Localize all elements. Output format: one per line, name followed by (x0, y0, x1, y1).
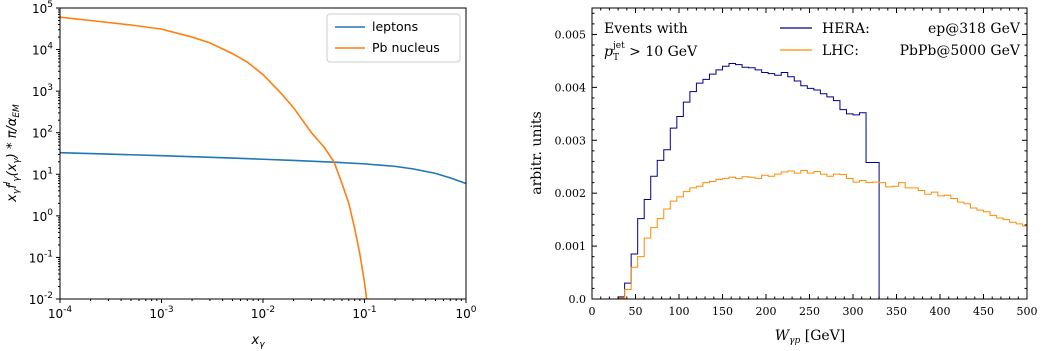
right-x-tick-label: 400 (930, 305, 951, 318)
right-series-step-lhc (592, 169, 1027, 300)
left-series-layer (59, 16, 467, 300)
right-y-tick-label: 0.004 (555, 81, 587, 94)
right-y-tick-label: 0.001 (555, 240, 587, 253)
left-legend: leptons Pb nucleus (326, 13, 461, 63)
left-x-tick-label: 10-4 (48, 305, 73, 321)
right-x-tick-label: 50 (629, 305, 643, 318)
right-x-tick-label: 450 (973, 305, 994, 318)
right-x-tick-label: 300 (843, 305, 864, 318)
right-y-axis-label: arbitr. units (529, 111, 545, 194)
left-y-tick-label: 10-2 (29, 291, 53, 307)
left-y-tick-label: 103 (32, 83, 53, 99)
right-y-tick-label: 0.003 (555, 134, 587, 147)
right-series-step-hera (592, 63, 886, 300)
right-x-tick-label: 0 (589, 305, 596, 318)
left-x-tick-label: 10-2 (251, 305, 275, 321)
right-x-tick-label: 150 (712, 305, 733, 318)
legend-label-pb-nucleus: Pb nucleus (372, 40, 440, 55)
legend-label-lhc-detail: PbPb@5000 GeV (900, 43, 1021, 59)
left-y-tick-label: 105 (32, 0, 53, 16)
legend-label-leptons: leptons (372, 19, 418, 34)
left-x-axis-label: xγ (250, 333, 265, 350)
left-x-tick-label: 10-1 (352, 305, 376, 321)
right-y-tick-label: 0.005 (555, 28, 587, 41)
right-ticks: 0 50 100 150 200 250 300 350 400 450 500 0.0 0.001 0.… (555, 8, 1038, 318)
right-y-tick-label: 0.002 (555, 187, 587, 200)
left-y-tick-label: 10-1 (29, 249, 53, 265)
left-chart: 10-4 10-3 10-2 10-1 100 10-2 10-1 100 101 102 103 1… (3, 0, 477, 350)
left-x-tick-label: 10-3 (149, 305, 173, 321)
legend-label-hera: HERA: (822, 21, 870, 37)
right-x-tick-label: 100 (669, 305, 690, 318)
legend-label-lhc: LHC: (822, 43, 859, 59)
left-y-axis-label: xγflγ(xγ) * π/αEM (3, 104, 22, 203)
right-x-tick-label: 500 (1017, 305, 1038, 318)
right-annotation-line1: Events with (604, 21, 688, 37)
legend-label-hera-detail: ep@318 GeV (928, 21, 1021, 37)
right-x-tick-label: 250 (799, 305, 820, 318)
left-y-tick-label: 102 (32, 125, 53, 141)
left-y-tick-label: 100 (32, 208, 53, 224)
left-ticks: 10-4 10-3 10-2 10-1 100 10-2 10-1 100 101 102 103 1… (29, 0, 477, 321)
left-series-line-leptons (59, 151, 467, 185)
right-x-tick-label: 350 (886, 305, 907, 318)
left-series-line-pb-nucleus (59, 16, 368, 300)
left-x-tick-label: 100 (455, 305, 476, 321)
left-y-tick-label: 101 (32, 166, 53, 182)
left-y-tick-label: 104 (32, 42, 53, 58)
right-x-tick-label: 200 (756, 305, 777, 318)
right-y-tick-label: 0.0 (569, 293, 587, 306)
right-x-axis-label: Wγp [GeV] (775, 328, 845, 346)
left-legend-box (326, 13, 461, 63)
right-series-layer (592, 63, 1027, 300)
right-annotation-line2: pTjet > 10 GeV (604, 41, 698, 63)
right-chart: 0 50 100 150 200 250 300 350 400 450 500 0.0 0.001 0.… (529, 7, 1038, 346)
